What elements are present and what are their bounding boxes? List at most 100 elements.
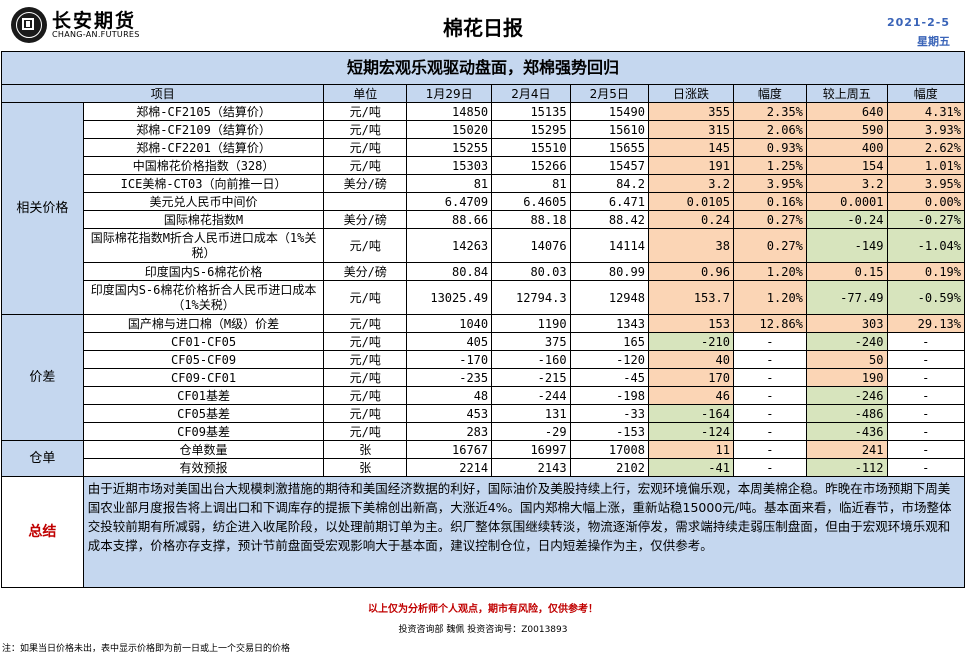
value-feb4: 81 (491, 174, 571, 193)
row-unit: 元/吨 (323, 422, 408, 441)
value-feb4: 15510 (491, 138, 571, 157)
weekly-pct: - (886, 458, 965, 477)
daily-pct: 0.27% (732, 210, 807, 229)
value-jan29: -170 (406, 350, 493, 369)
weekly-pct: - (886, 350, 965, 369)
table-row: 相关价格 郑棉-CF2105（结算价） 元/吨 14850 15135 15490 355 2… (1, 102, 965, 315)
value-jan29: 16767 (406, 440, 493, 459)
col-header-daily-pct: 幅度 (732, 84, 807, 103)
daily-change: -124 (647, 422, 734, 441)
value-jan29: 13025.49 (406, 280, 493, 315)
daily-pct: - (732, 440, 807, 459)
daily-change: 0.96 (647, 262, 734, 281)
category-label: 仓单 (1, 440, 84, 477)
row-item: CF09基差 (82, 422, 325, 441)
daily-change: 0.24 (647, 210, 734, 229)
value-jan29: 15020 (406, 120, 493, 139)
row-item: ICE美棉-CT03（向前推一日） (82, 174, 325, 193)
value-feb4: 80.03 (491, 262, 571, 281)
value-feb4: 16997 (491, 440, 571, 459)
value-jan29: 405 (406, 332, 493, 351)
row-unit (323, 192, 408, 211)
summary-text: 由于近期市场对美国出台大规模刺激措施的期待和美国经济数据的利好，国际油价及美股持… (82, 476, 966, 588)
value-feb5: 84.2 (569, 174, 649, 193)
daily-change: 315 (647, 120, 734, 139)
row-item: 印度国内S-6棉花价格 (82, 262, 325, 281)
weekly-pct: 0.00% (886, 192, 965, 211)
table-row: CF01基差 元/吨 48 -244 -198 46- -246- (2, 386, 965, 405)
weekly-pct: 2.62% (886, 138, 965, 157)
daily-change: 355 (647, 102, 734, 121)
daily-pct: 0.27% (732, 228, 807, 263)
row-item: 国产棉与进口棉（M级）价差 (82, 314, 325, 333)
row-item: 有效预报 (82, 458, 325, 477)
row-unit: 美分/磅 (323, 174, 408, 193)
row-unit: 元/吨 (323, 350, 408, 369)
row-item: 仓单数量 (82, 440, 325, 459)
daily-pct: - (732, 422, 807, 441)
value-jan29: 15303 (406, 156, 493, 175)
table-row: CF09-CF01 元/吨 -235 -215 -45 170-190- (2, 368, 965, 387)
report-header: 长安期货 CHANG-AN.FUTURES 棉花日报 2021-2-5 星期五 (0, 0, 966, 50)
value-feb5: 1343 (569, 314, 649, 333)
column-header-row: 项目 单位 1月29日 2月4日 2月5日 日涨跌 幅度 较上周五 幅度 (0, 84, 965, 103)
weekly-pct: - (886, 440, 965, 459)
weekly-pct: 1.01% (886, 156, 965, 175)
value-jan29: 283 (406, 422, 493, 441)
value-feb5: 80.99 (569, 262, 649, 281)
weekly-pct: 0.19% (886, 262, 965, 281)
value-feb5: -33 (569, 404, 649, 423)
daily-pct: 1.20% (732, 262, 807, 281)
table-row: CF01-CF05 元/吨 405 375 165 -210- -240- (2, 332, 965, 351)
daily-change: -210 (647, 332, 734, 351)
value-feb5: -120 (569, 350, 649, 369)
weekly-change: -486 (805, 404, 888, 423)
value-feb4: 15295 (491, 120, 571, 139)
value-feb5: 88.42 (569, 210, 649, 229)
brand-name-en: CHANG-AN.FUTURES (52, 30, 140, 39)
row-item: CF05-CF09 (82, 350, 325, 369)
daily-change: -41 (647, 458, 734, 477)
headline-row: 短期宏观乐观驱动盘面，郑棉强势回归 (1, 51, 965, 85)
value-jan29: 15255 (406, 138, 493, 157)
row-item: CF01-CF05 (82, 332, 325, 351)
weekly-change: -436 (805, 422, 888, 441)
value-feb5: 15610 (569, 120, 649, 139)
value-feb4: 375 (491, 332, 571, 351)
daily-pct: 12.86% (732, 314, 807, 333)
row-unit: 张 (323, 458, 408, 477)
weekly-change: 0.15 (805, 262, 888, 281)
weekly-change: -240 (805, 332, 888, 351)
value-feb5: 15490 (569, 102, 649, 121)
row-item: 郑棉-CF2109（结算价） (82, 120, 325, 139)
row-unit: 美分/磅 (323, 210, 408, 229)
value-feb5: 17008 (569, 440, 649, 459)
value-jan29: 14850 (406, 102, 493, 121)
table-row: 美元兑人民币中间价 6.4709 6.4605 6.471 0.0105 0.16% 0.0… (2, 192, 965, 211)
daily-pct: 2.06% (732, 120, 807, 139)
weekly-pct: - (886, 332, 965, 351)
weekly-change: 640 (805, 102, 888, 121)
daily-change: 40 (647, 350, 734, 369)
value-feb4: -160 (491, 350, 571, 369)
table-row: 印度国内S-6棉花价格 美分/磅 80.84 80.03 80.99 0.96 1.20% 0… (2, 262, 965, 281)
table-row: 中国棉花价格指数（328） 元/吨 15303 15266 15457 191 1.25% 1… (2, 156, 965, 175)
row-item: 美元兑人民币中间价 (82, 192, 325, 211)
value-feb5: 12948 (569, 280, 649, 315)
table-row: 价差 国产棉与进口棉（M级）价差 元/吨 1040 1190 1343 153 12.86% 3… (1, 314, 965, 441)
table-row: 国际棉花指数M折合人民币进口成本（1%关税） 元/吨 14263 14076 14114… (2, 228, 965, 263)
summary-row: 总结 由于近期市场对美国出台大规模刺激措施的期待和美国经济数据的利好，国际油价及美… (1, 476, 966, 588)
col-header-daily-change: 日涨跌 (647, 84, 734, 103)
value-feb5: -198 (569, 386, 649, 405)
price-table: 短期宏观乐观驱动盘面，郑棉强势回归 项目 单位 1月29日 2月4日 2月5日 … (0, 51, 966, 588)
value-feb4: -215 (491, 368, 571, 387)
value-feb5: -45 (569, 368, 649, 387)
value-feb5: 2102 (569, 458, 649, 477)
table-row: ICE美棉-CT03（向前推一日） 美分/磅 81 81 84.2 3.2 3.95% 3.2… (2, 174, 965, 193)
value-feb4: -244 (491, 386, 571, 405)
weekly-pct: - (886, 386, 965, 405)
category-label: 价差 (1, 314, 84, 441)
row-unit: 元/吨 (323, 386, 408, 405)
weekly-change: -77.49 (805, 280, 888, 315)
row-unit: 元/吨 (323, 404, 408, 423)
